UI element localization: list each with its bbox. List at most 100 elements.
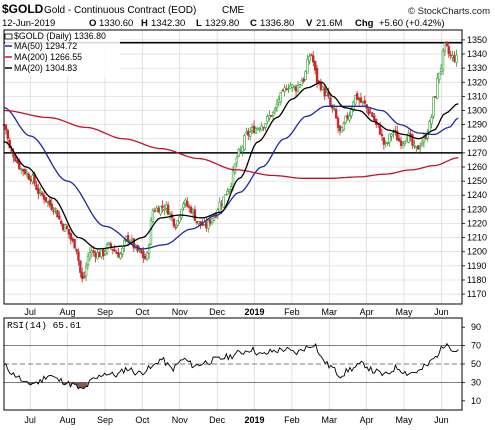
candle-body: [100, 250, 103, 258]
candle-body: [443, 42, 447, 52]
candle-body: [56, 210, 59, 218]
candle-body: [291, 84, 294, 88]
candle-body: [69, 233, 73, 240]
candle-body: [432, 96, 435, 117]
close-label: C: [250, 18, 257, 29]
candle-body: [205, 222, 208, 229]
candle-body: [21, 168, 25, 172]
candle-body: [237, 149, 240, 157]
date-tick-label: Jul: [24, 415, 36, 425]
candle-body: [294, 86, 298, 92]
candle-body: [378, 125, 382, 135]
candle-body: [113, 249, 116, 252]
date-tick-label: Feb: [284, 307, 300, 317]
date-tick-label: Aug: [60, 415, 76, 425]
candle-body: [413, 145, 416, 147]
candle-body: [333, 108, 336, 110]
candle-body: [300, 80, 303, 86]
candle-body: [304, 71, 307, 81]
candle-body: [441, 50, 445, 71]
candle-body: [344, 115, 347, 123]
price-tick-label: 1210: [467, 233, 487, 243]
candlestick-series: [2, 41, 458, 283]
high-value: 1342.30: [151, 18, 185, 29]
candle-body: [218, 201, 221, 211]
candle-body: [63, 224, 67, 232]
candle-body: [338, 125, 342, 132]
date-tick-label: May: [396, 307, 414, 317]
candle-body: [84, 266, 88, 277]
candle-body: [396, 130, 399, 141]
candle-body: [149, 219, 153, 245]
candle-body: [373, 115, 376, 122]
candle-body: [155, 207, 158, 212]
candle-body: [355, 93, 359, 100]
candle-body: [222, 196, 225, 208]
candle-body: [115, 252, 118, 254]
high-label: H: [141, 18, 148, 29]
candle-body: [292, 85, 296, 88]
candle-body: [287, 88, 290, 90]
candle-body: [388, 133, 391, 143]
candle-body: [109, 243, 113, 248]
price-tick-label: 1300: [467, 106, 487, 116]
candle-body: [210, 218, 214, 223]
quote-date: 12-Jun-2019: [2, 18, 55, 29]
candle-body: [54, 208, 57, 210]
candle-body: [176, 220, 179, 226]
rsi-tick-label: 70: [471, 341, 481, 351]
candle-body: [187, 206, 191, 208]
candle-body: [323, 87, 326, 97]
candle-body: [392, 131, 395, 134]
candle-body: [245, 131, 248, 134]
candle-body: [172, 218, 176, 227]
price-tick-label: 1220: [467, 218, 487, 228]
candle-body: [103, 251, 107, 255]
candle-body: [239, 149, 242, 152]
date-tick-label: Apr: [360, 307, 374, 317]
change-value: +5.60 (+0.42%): [379, 18, 445, 29]
date-axis-top: Jul Aug Sep Oct Nov Dec 2019 Feb Mar Apr May Jun: [24, 307, 448, 317]
price-axis: 1170 1180 1190 1200 1210 1220 1230 1240 1250 1260…: [462, 35, 487, 299]
candle-body: [449, 54, 452, 57]
candle-body: [27, 174, 31, 180]
candle-body: [247, 130, 250, 136]
candle-body: [281, 89, 284, 92]
legend-ma200: MA(200) 1266.55: [14, 52, 82, 62]
candle-body: [142, 251, 145, 259]
rsi-line: [3, 342, 459, 390]
candle-body: [325, 91, 328, 96]
candle-body: [178, 216, 181, 223]
candle-body: [90, 250, 94, 254]
candle-body: [336, 118, 340, 128]
candle-body: [289, 85, 292, 89]
candle-body: [180, 208, 183, 218]
description-label: Gold - Continuous Contract (EOD): [44, 5, 196, 16]
candle-body: [208, 219, 212, 224]
candle-body: [268, 115, 271, 119]
candle-body: [273, 108, 277, 111]
candle-body: [262, 127, 265, 129]
price-tick-label: 1320: [467, 77, 487, 87]
date-tick-label: May: [396, 415, 414, 425]
candle-body: [77, 251, 80, 261]
candle-body: [270, 115, 273, 117]
candle-body: [226, 190, 229, 195]
candle-body: [16, 160, 19, 163]
candle-body: [266, 116, 269, 122]
rsi-legend: RSI(14) 65.61: [5, 319, 95, 331]
candle-body: [189, 207, 193, 214]
rsi-legend-background: [5, 319, 95, 331]
candle-body: [275, 103, 279, 109]
date-tick-label: Feb: [284, 415, 300, 425]
candle-body: [174, 226, 177, 229]
candle-body: [415, 146, 418, 148]
price-tick-label: 1330: [467, 63, 487, 73]
candle-body: [296, 85, 300, 92]
candle-body: [249, 131, 252, 137]
date-tick-label: Dec: [209, 307, 226, 317]
candle-body: [455, 54, 458, 63]
price-tick-label: 1310: [467, 91, 487, 101]
candle-body: [260, 125, 263, 131]
candle-body: [340, 127, 344, 133]
